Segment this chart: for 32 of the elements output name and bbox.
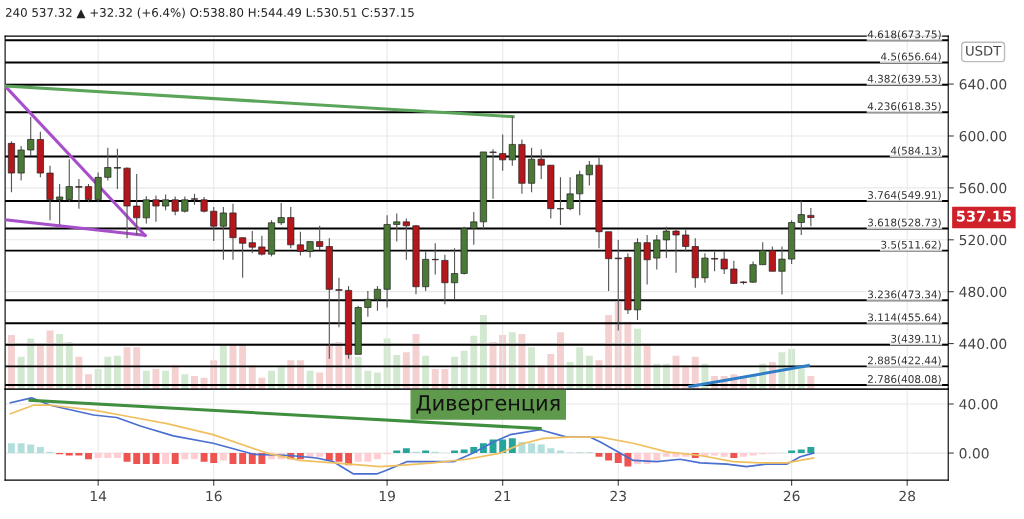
x-tick-label: 21 [494,490,511,502]
y-tick-label: 640.00 [959,79,1007,90]
ref-line-label: 4.5(656.64) [880,52,941,62]
ref-line-label: 4(584.13) [890,146,941,156]
y-tick-label: 0.00 [959,448,989,459]
x-tick-label: 23 [610,490,626,502]
chart-title: 240 537.32 ▲ +32.32 (+6.4%) O:538.80 H:544.49 L:530.51 C:537.15 [5,7,414,19]
ref-line-label: 4.236(618.35) [867,102,941,112]
ref-line-label: 2.885(422.44) [867,356,941,366]
ref-line-label: 4.618(673.75) [867,30,941,40]
ref-line-label: 3.114(455.64) [868,313,941,323]
y-tick-label: 600.00 [959,130,1007,142]
ref-line-label: 3.764(549.91) [868,190,941,201]
y-axis-title: USDT [966,45,1002,56]
ref-line-label: 3.5(511.62) [881,240,941,250]
ref-line-label: 4.382(639.53) [867,74,941,84]
text: 537.15 [956,210,1012,222]
y-tick-label: 40.00 [959,398,998,410]
ref-line-label: 3.618(528.73) [868,218,941,228]
y-tick-label: 480.00 [959,286,1007,298]
ref-line-label: 2.786(408.08) [867,374,941,385]
x-tick-label: 16 [206,490,222,502]
y-tick-label: 520.00 [959,234,1007,246]
x-tick-label: 28 [899,490,916,502]
x-tick-label: 14 [90,490,107,502]
ref-line-label: 3(439.11) [891,334,941,344]
y-tick-label: 440.00 [959,338,1007,350]
x-tick-label: 26 [783,490,800,502]
x-tick-label: 19 [379,490,395,502]
ref-line-label: 3.236(473.34) [868,290,941,300]
y-tick-label: 560.00 [959,182,1007,194]
annotation: Дивергенция [416,395,560,415]
